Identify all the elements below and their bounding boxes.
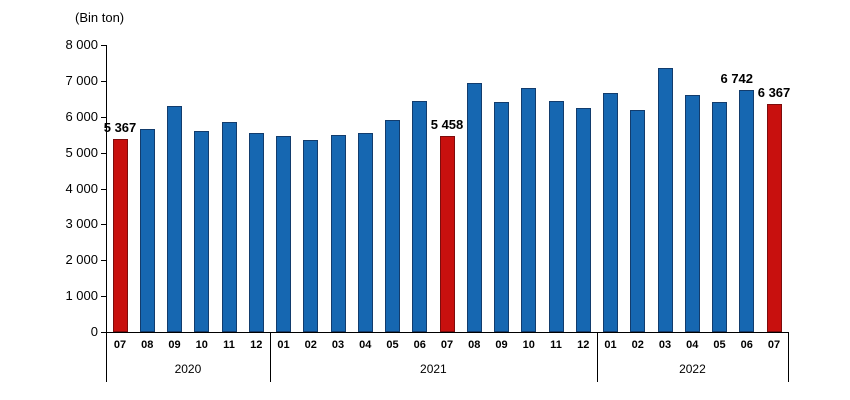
- bar-2020-10: [194, 131, 210, 332]
- bar-2022-05: [712, 102, 727, 332]
- y-axis-tick-mark: [101, 296, 106, 297]
- y-axis-tick-label: 6 000: [65, 108, 98, 124]
- x-axis-month-label: 12: [250, 339, 263, 351]
- bar-2021-12: [575, 107, 591, 332]
- y-axis-tick-label: 8 000: [65, 37, 98, 52]
- x-axis-month-label: 09: [168, 339, 181, 351]
- bar-2020-11: [221, 122, 237, 332]
- bar-2021-05: [385, 120, 400, 332]
- x-axis-month-label: 10: [522, 339, 535, 351]
- bar-2021-11: [548, 100, 564, 332]
- bar-2022-04: [684, 95, 700, 332]
- y-axis-tick-label: 4 000: [65, 180, 98, 196]
- y-axis-tick-mark: [101, 153, 106, 154]
- x-axis-year-label-2021: 2021: [420, 362, 447, 376]
- x-axis-month-label: 05: [386, 339, 399, 351]
- y-axis-tick-mark: [101, 189, 106, 190]
- x-axis-month-label: 07: [113, 339, 127, 351]
- bar-value-label: 6 367: [757, 84, 791, 100]
- x-axis-month-label: 07: [767, 339, 781, 351]
- bar-value-label: 5 458: [430, 117, 464, 133]
- y-axis-tick-mark: [101, 332, 106, 333]
- bar-value-label: 6 742: [720, 71, 754, 87]
- x-axis-month-label: 11: [223, 339, 235, 351]
- bar-2020-08: [139, 129, 155, 332]
- x-axis-month-label: 04: [359, 339, 372, 351]
- bar-2020-07: [112, 139, 128, 332]
- y-axis-tick-label: 3 000: [65, 216, 98, 232]
- bar-2022-06: [739, 90, 755, 332]
- bar-2022-01: [603, 93, 618, 332]
- year-separator-line: [596, 332, 598, 382]
- x-axis-month-label: 02: [304, 339, 317, 351]
- bar-2021-06: [412, 100, 428, 332]
- y-axis-tick-mark: [101, 117, 106, 118]
- bar-2022-02: [630, 109, 646, 332]
- x-axis-month-label: 08: [141, 339, 154, 351]
- bar-2021-03: [330, 134, 346, 332]
- bar-2021-02: [303, 140, 319, 332]
- x-axis-month-label: 01: [604, 339, 617, 351]
- bar-2020-09: [167, 105, 182, 332]
- bar-2022-07: [766, 103, 782, 332]
- y-axis-line: [106, 45, 107, 382]
- x-axis-month-label: 03: [331, 339, 345, 351]
- x-axis-month-label: 11: [550, 339, 562, 351]
- bar-2021-08: [466, 82, 482, 332]
- bar-2021-09: [494, 102, 509, 332]
- x-axis-year-label-2020: 2020: [174, 362, 202, 376]
- x-axis-month-label: 05: [713, 339, 726, 351]
- x-axis-year-label-2022: 2022: [679, 362, 706, 376]
- bar-2021-01: [276, 136, 291, 332]
- right-boundary-line: [788, 332, 789, 382]
- x-axis-month-label: 03: [658, 339, 672, 351]
- y-axis-tick-label: 1 000: [65, 288, 98, 304]
- x-axis-line: [106, 332, 788, 333]
- bar-2021-10: [521, 88, 537, 332]
- x-axis-month-label: 06: [413, 339, 426, 351]
- y-axis-tick-mark: [101, 45, 106, 46]
- y-axis-tick-label: 7 000: [65, 72, 98, 88]
- y-axis-tick-mark: [101, 224, 106, 225]
- y-axis-tick-mark: [101, 81, 106, 82]
- x-axis-month-label: 07: [440, 339, 454, 351]
- y-axis-tick-label: 2 000: [65, 252, 98, 268]
- x-axis-month-label: 01: [277, 339, 290, 351]
- axis-unit-label: (Bin ton): [75, 10, 125, 25]
- bar-value-label: 5 367: [103, 120, 137, 136]
- x-axis-month-label: 04: [686, 339, 699, 351]
- bar-2021-07: [439, 136, 455, 332]
- x-axis-month-label: 09: [495, 339, 508, 351]
- x-axis-month-label: 06: [740, 339, 753, 351]
- x-axis-month-label: 08: [468, 339, 481, 351]
- y-axis-tick-label: 0: [90, 324, 98, 339]
- bar-2020-12: [248, 132, 264, 332]
- year-separator-line: [269, 332, 271, 382]
- y-axis-tick-label: 5 000: [65, 144, 98, 160]
- y-axis-tick-mark: [101, 260, 106, 261]
- x-axis-month-label: 10: [195, 339, 208, 351]
- bar-2021-04: [357, 132, 373, 332]
- x-axis-month-label: 12: [577, 339, 590, 351]
- bar-2022-03: [657, 68, 673, 332]
- x-axis-month-label: 02: [631, 339, 644, 351]
